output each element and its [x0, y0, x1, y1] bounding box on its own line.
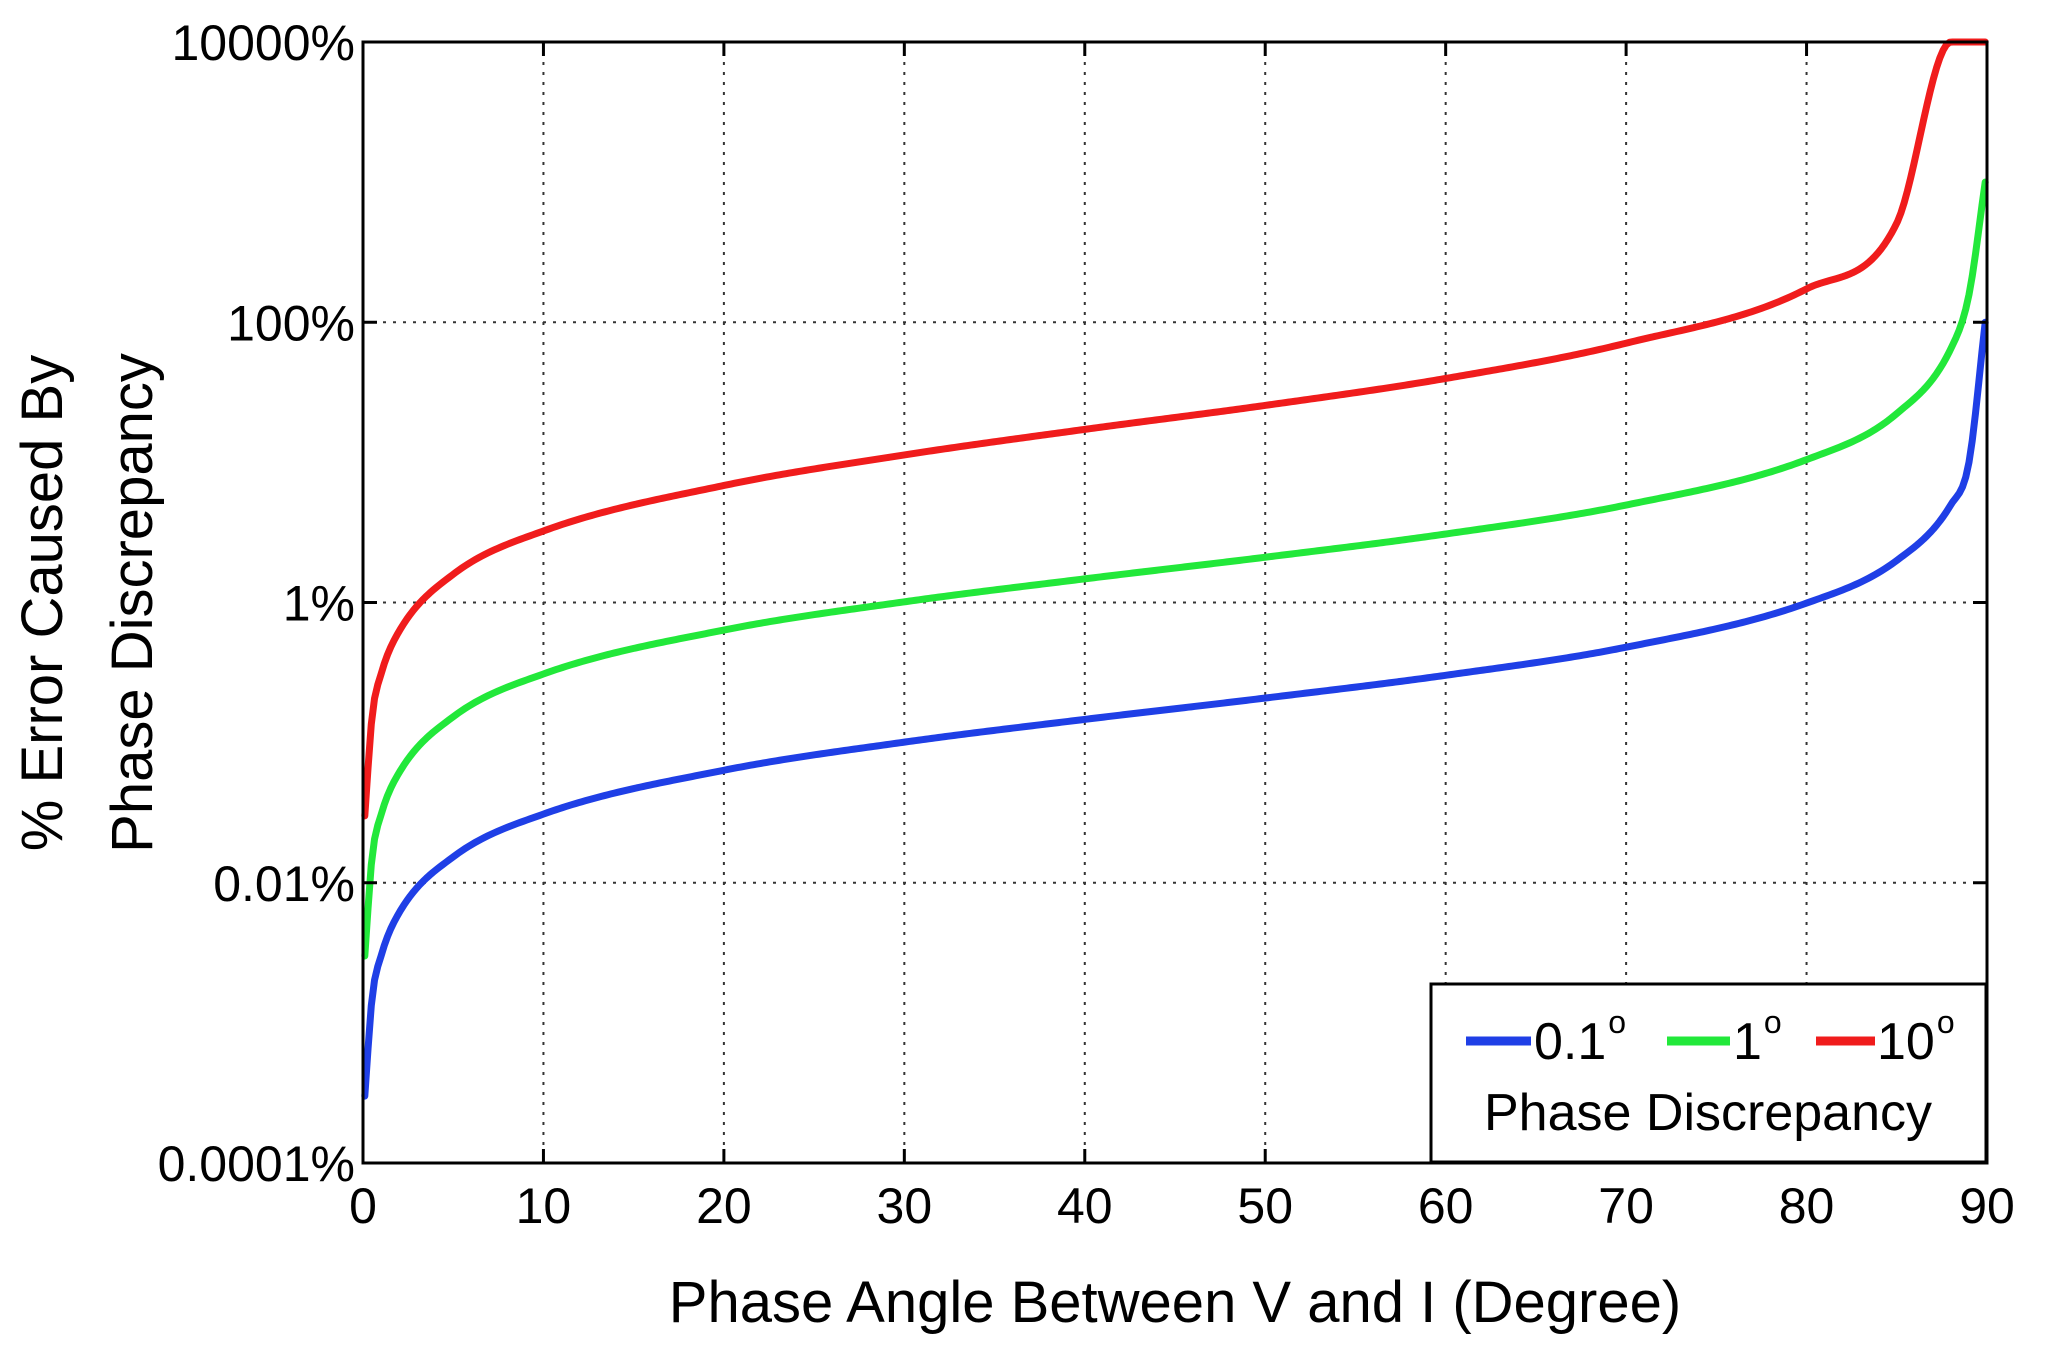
- x-tick-label: 0: [349, 1178, 377, 1234]
- legend-label-10: 10o: [1877, 1004, 1955, 1071]
- y-tick-label: 100%: [227, 295, 355, 351]
- x-tick-label: 40: [1057, 1178, 1113, 1234]
- x-tick-label: 60: [1418, 1178, 1474, 1234]
- series-line-1: [361, 178, 1989, 960]
- y-tick-label: 0.01%: [213, 856, 355, 912]
- x-tick-label: 30: [877, 1178, 933, 1234]
- legend-label-0.1: 0.1o: [1534, 1004, 1626, 1071]
- y-tick-label: 0.0001%: [158, 1136, 355, 1192]
- x-axis-ticks: 0 10 20 30 40 50 60 70 80 90: [349, 42, 2015, 1234]
- series-group: [361, 38, 1989, 1100]
- x-axis-title: Phase Angle Between V and I (Degree): [669, 1270, 1681, 1335]
- y-tick-label: 10000%: [172, 15, 356, 71]
- y-axis-ticks: 0.0001% 0.01% 1% 100% 10000%: [158, 15, 1987, 1192]
- series-line-10: [361, 38, 1989, 820]
- legend-label-1: 1o: [1733, 1004, 1782, 1071]
- legend-box: [1429, 982, 1988, 1164]
- y-tick-label: 1%: [283, 576, 355, 632]
- x-tick-label: 80: [1779, 1178, 1835, 1234]
- y-axis-title: % Error Caused By Phase Discrepancy: [10, 353, 165, 853]
- x-tick-label: 50: [1237, 1178, 1293, 1234]
- x-tick-label: 90: [1959, 1178, 2015, 1234]
- x-tick-label: 20: [696, 1178, 752, 1234]
- y-axis-title-line1: % Error Caused By: [10, 355, 75, 851]
- x-tick-label: 70: [1598, 1178, 1654, 1234]
- y-axis-title-line2: Phase Discrepancy: [100, 353, 165, 853]
- series-line-0.1: [361, 318, 1989, 1100]
- legend-title: Phase Discrepancy: [1484, 1084, 1932, 1142]
- legend: 0.1o 1o 10o Phase Discrepancy: [1429, 982, 1988, 1164]
- x-tick-label: 10: [516, 1178, 572, 1234]
